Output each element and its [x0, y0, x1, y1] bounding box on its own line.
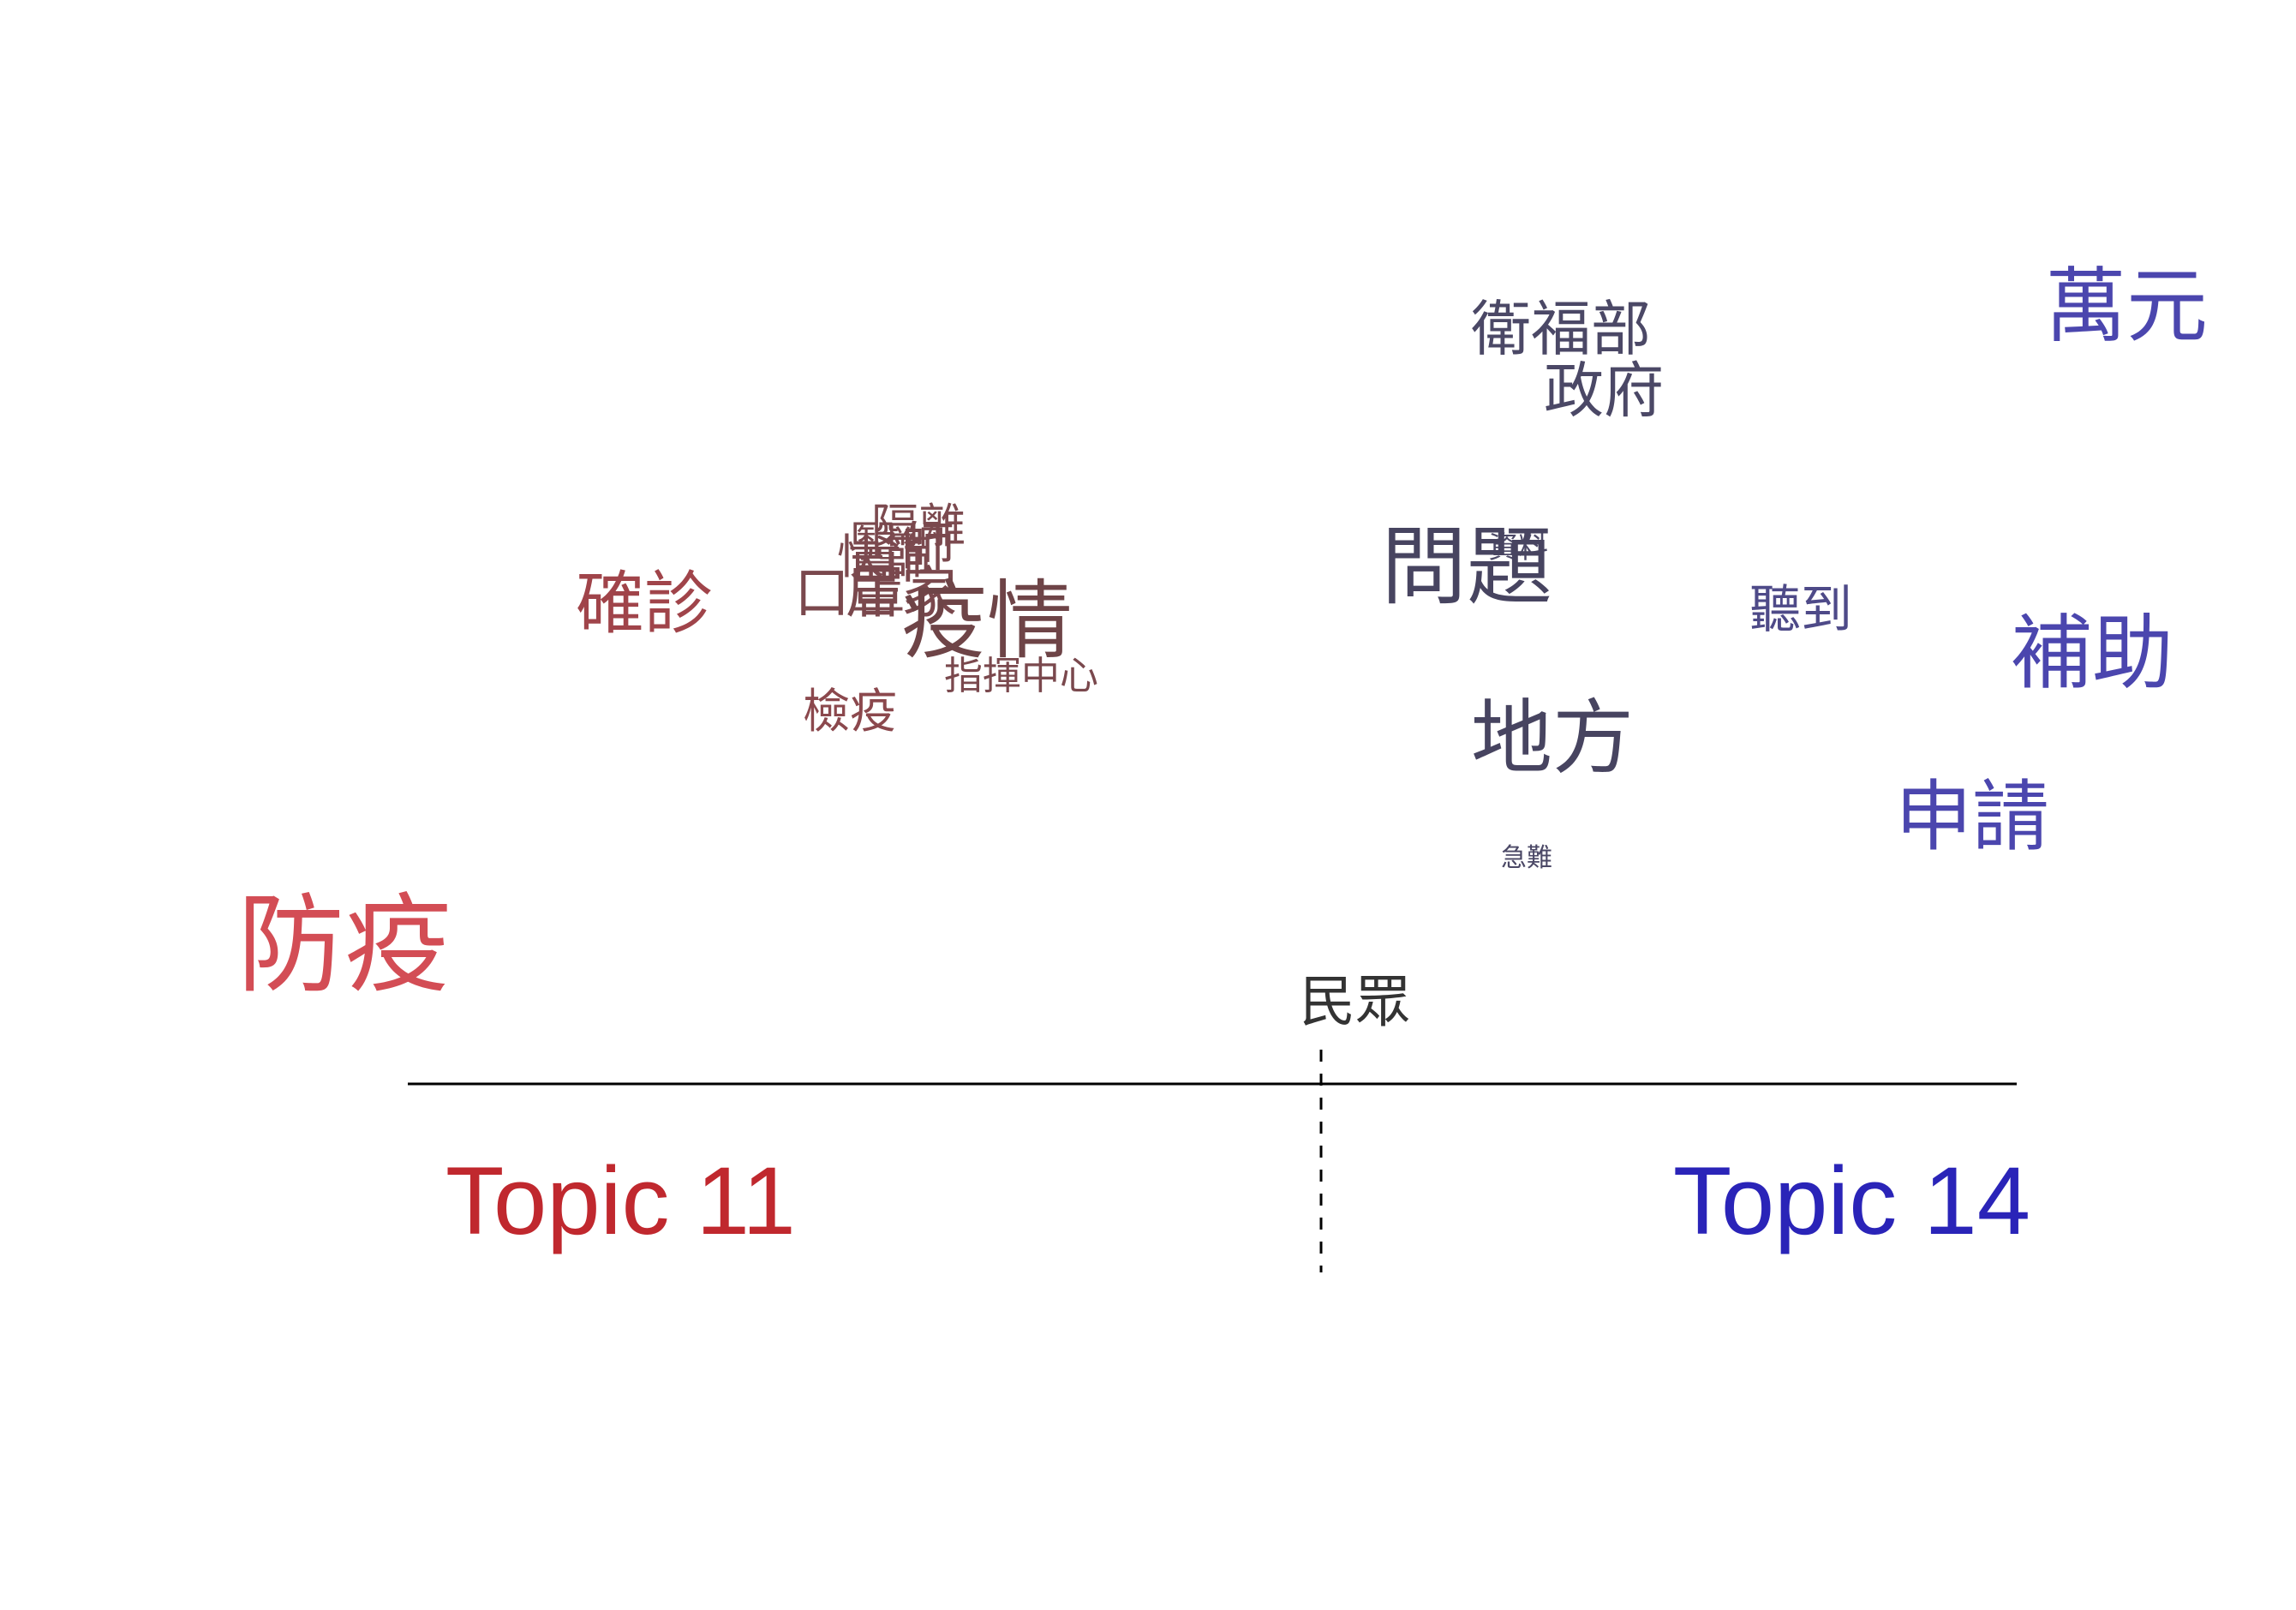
word-label-11: 聽到	[1749, 580, 1852, 640]
word-label-1: 衛福部	[1471, 294, 1651, 364]
word-label-16: 地方	[1471, 691, 1634, 786]
word-label-4: 醫師	[848, 516, 954, 578]
word-label-7: 問題	[1381, 517, 1552, 617]
word-label-13: 指揮中心	[944, 653, 1098, 698]
right-topic-label: Topic 14	[1673, 1147, 2030, 1254]
word-label-15: 檢疫	[803, 684, 897, 739]
word-label-5: 資料	[1488, 531, 1548, 566]
left-topic-label: Topic 11	[445, 1147, 796, 1254]
word-label-8: 確診	[576, 564, 713, 643]
word-label-18: 急難	[1501, 843, 1552, 873]
word-label-12: 疫情	[901, 571, 1073, 671]
word-label-19: 防疫	[237, 883, 451, 1008]
word-label-3: 隔離	[871, 499, 966, 554]
word-label-6: 快篩	[837, 530, 931, 584]
word-label-2: 政府	[1544, 356, 1664, 426]
word-label-14: 補助	[2011, 607, 2173, 701]
word-label-0: 萬元	[2045, 260, 2208, 354]
word-label-9: 居家	[846, 561, 957, 625]
word-label-17: 申請	[1895, 772, 2049, 862]
word-label-20: 民眾	[1300, 970, 1411, 1034]
word-label-10: 口罩	[794, 561, 906, 625]
